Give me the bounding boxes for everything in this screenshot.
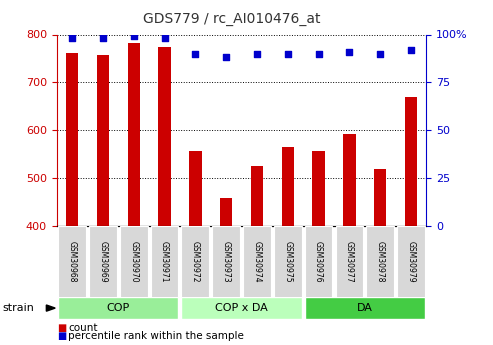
Text: ■: ■ — [57, 332, 66, 341]
Text: GSM30976: GSM30976 — [314, 241, 323, 283]
Bar — [128, 43, 140, 226]
Bar — [212, 226, 240, 298]
Text: percentile rank within the sample: percentile rank within the sample — [68, 332, 244, 341]
Bar — [181, 226, 209, 298]
Bar — [181, 297, 302, 319]
Text: DA: DA — [357, 303, 373, 313]
Text: GSM30974: GSM30974 — [252, 241, 261, 283]
Bar — [397, 226, 425, 298]
Bar — [366, 226, 394, 298]
Text: GSM30972: GSM30972 — [191, 241, 200, 283]
Text: GSM30978: GSM30978 — [376, 241, 385, 283]
Text: strain: strain — [2, 303, 35, 313]
Bar — [120, 226, 147, 298]
Bar — [220, 198, 232, 226]
Text: GSM30970: GSM30970 — [129, 241, 138, 283]
Point — [222, 55, 230, 60]
Bar — [66, 53, 78, 226]
Bar — [374, 169, 387, 226]
Point — [68, 36, 76, 41]
Bar — [274, 226, 302, 298]
Point — [284, 51, 292, 56]
Bar — [251, 166, 263, 226]
Point — [161, 36, 169, 41]
Bar — [151, 226, 178, 298]
Point — [376, 51, 384, 56]
Point — [407, 47, 415, 52]
Bar — [58, 226, 86, 298]
Bar — [282, 147, 294, 226]
Bar — [243, 226, 271, 298]
Point — [99, 36, 107, 41]
Bar — [158, 47, 171, 226]
Text: GDS779 / rc_AI010476_at: GDS779 / rc_AI010476_at — [143, 12, 320, 26]
Bar — [89, 226, 117, 298]
Bar — [189, 151, 202, 226]
Text: ■: ■ — [57, 323, 66, 333]
Text: GSM30973: GSM30973 — [222, 241, 231, 283]
Bar — [343, 134, 355, 226]
Text: GSM30975: GSM30975 — [283, 241, 292, 283]
Text: GSM30977: GSM30977 — [345, 241, 354, 283]
Text: COP x DA: COP x DA — [215, 303, 268, 313]
Text: COP: COP — [106, 303, 130, 313]
Point — [346, 49, 353, 55]
Bar — [305, 226, 332, 298]
Point — [253, 51, 261, 56]
Point — [191, 51, 199, 56]
Point — [130, 34, 138, 39]
Bar — [58, 297, 178, 319]
Bar — [336, 226, 363, 298]
Text: GSM30969: GSM30969 — [99, 241, 107, 283]
Text: GSM30968: GSM30968 — [68, 241, 76, 283]
Text: count: count — [68, 323, 98, 333]
Text: GSM30971: GSM30971 — [160, 241, 169, 283]
Point — [315, 51, 322, 56]
Bar — [313, 151, 325, 226]
Bar — [97, 55, 109, 226]
Text: GSM30979: GSM30979 — [407, 241, 416, 283]
Bar — [305, 297, 425, 319]
Bar — [405, 97, 417, 226]
